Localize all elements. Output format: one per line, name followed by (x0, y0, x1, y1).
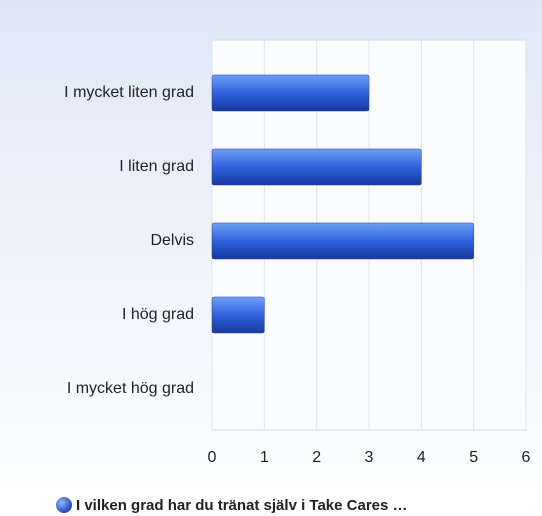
x-tick-label: 6 (522, 449, 531, 466)
bar (211, 296, 265, 334)
x-tick-label: 1 (260, 449, 269, 466)
legend-marker (56, 497, 72, 513)
y-tick-label: I mycket liten grad (64, 84, 194, 101)
x-tick-label: 0 (208, 449, 217, 466)
y-tick-label: I hög grad (122, 306, 194, 323)
bar (211, 148, 422, 186)
x-tick-label: 3 (365, 449, 374, 466)
x-tick-label: 5 (469, 449, 478, 466)
bar (211, 74, 370, 112)
x-tick-label: 4 (417, 449, 426, 466)
y-tick-label: I liten grad (119, 158, 194, 175)
y-tick-label: I mycket hög grad (67, 380, 194, 397)
legend-label: I vilken grad har du tränat själv i Take… (76, 497, 408, 514)
bar (211, 222, 474, 260)
x-tick-label: 2 (312, 449, 321, 466)
y-tick-label: Delvis (150, 232, 194, 249)
